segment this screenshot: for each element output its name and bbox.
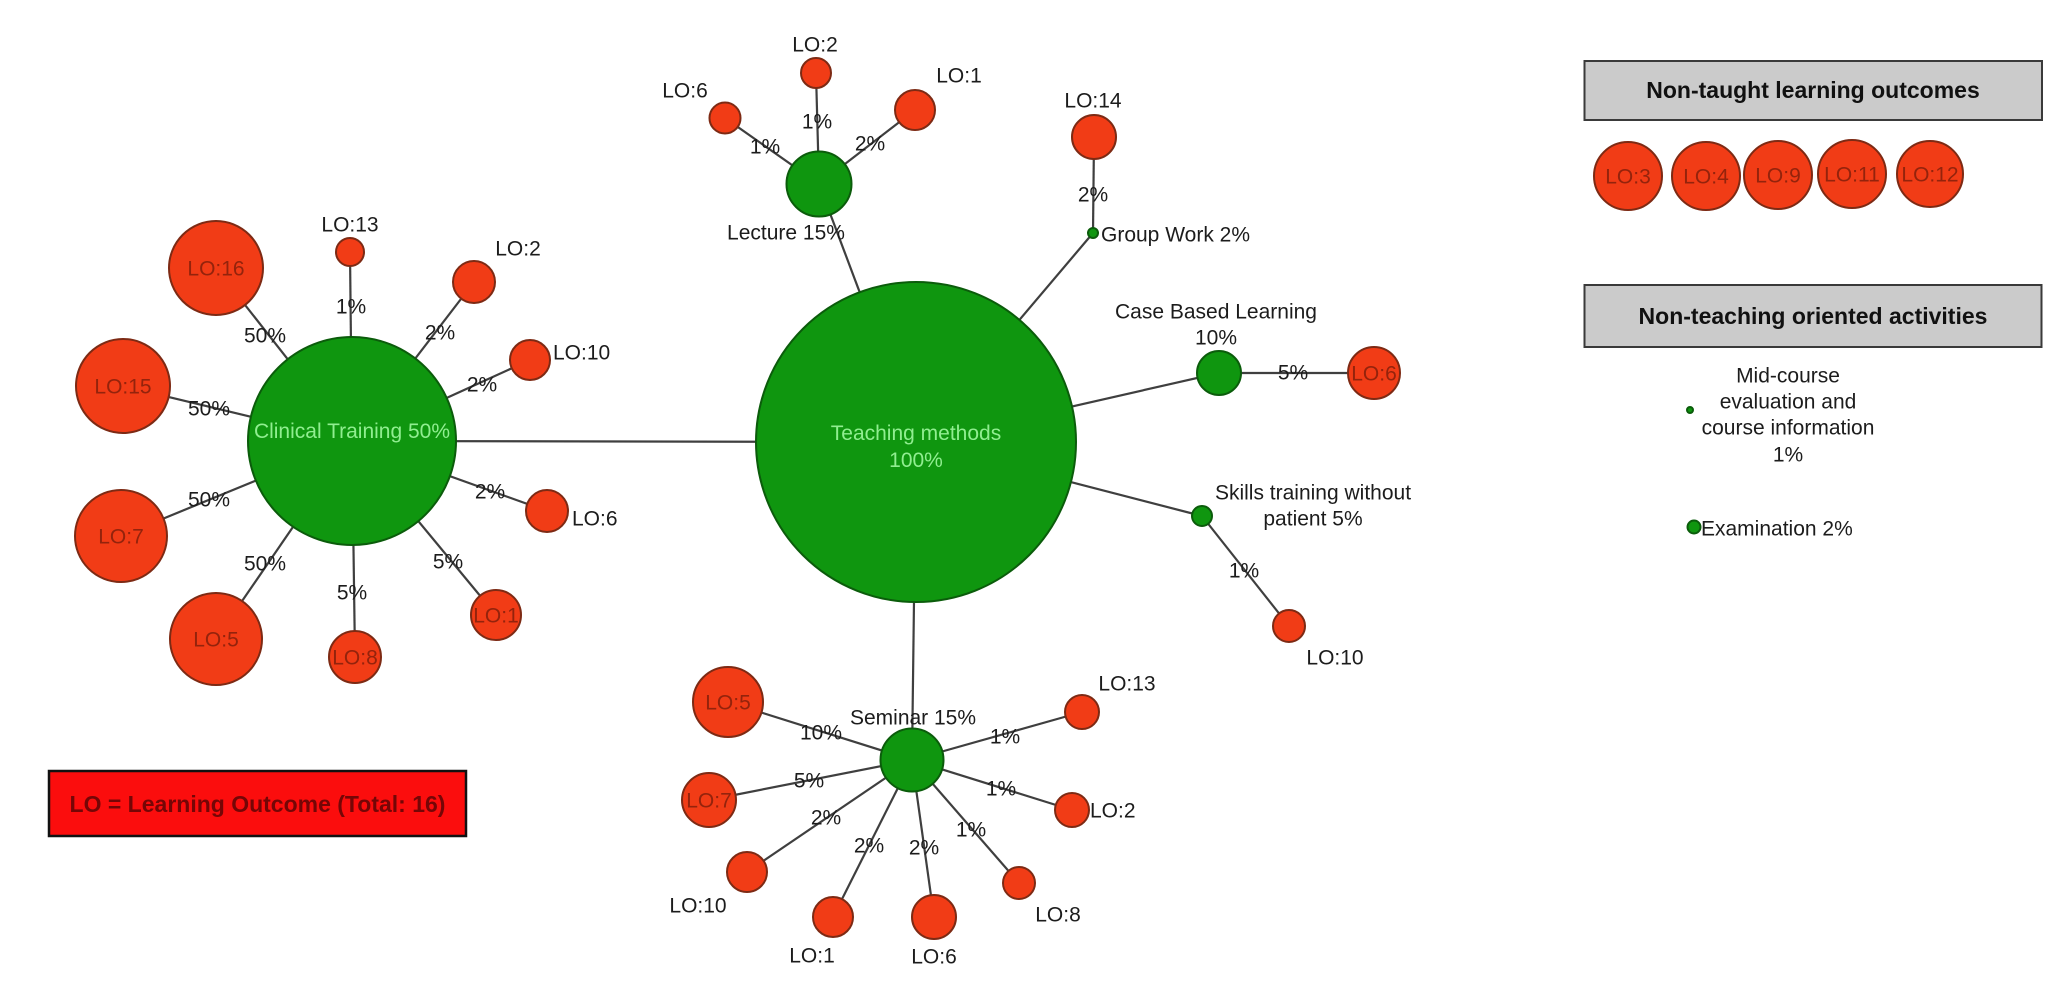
svg-text:LO:10: LO:10 (1306, 646, 1363, 669)
svg-text:LO:10: LO:10 (669, 894, 726, 917)
svg-text:LO:12: LO:12 (1901, 163, 1958, 186)
svg-text:LO:11: LO:11 (1824, 163, 1880, 186)
svg-text:evaluation and: evaluation and (1720, 390, 1857, 413)
svg-text:LO:8: LO:8 (332, 646, 378, 669)
svg-text:Non-teaching oriented activiti: Non-teaching oriented activities (1639, 303, 1988, 329)
svg-text:10%: 10% (1195, 326, 1237, 349)
svg-text:50%: 50% (244, 552, 286, 575)
svg-text:LO:6: LO:6 (572, 507, 618, 530)
svg-text:100%: 100% (889, 449, 943, 472)
svg-text:1%: 1% (802, 110, 832, 133)
svg-text:LO:10: LO:10 (553, 341, 610, 364)
svg-text:10%: 10% (800, 721, 842, 744)
svg-text:Seminar 15%: Seminar 15% (850, 706, 976, 729)
svg-text:1%: 1% (336, 295, 366, 318)
svg-text:Examination 2%: Examination 2% (1701, 517, 1853, 540)
svg-text:LO:9: LO:9 (1755, 164, 1801, 187)
svg-text:Lecture 15%: Lecture 15% (727, 221, 845, 244)
svg-text:LO:5: LO:5 (193, 628, 239, 651)
svg-text:LO:15: LO:15 (94, 375, 151, 398)
svg-text:5%: 5% (433, 550, 463, 573)
svg-text:LO:8: LO:8 (1035, 903, 1081, 926)
svg-text:Clinical Training 50%: Clinical Training 50% (254, 420, 450, 443)
svg-text:LO:1: LO:1 (936, 64, 982, 87)
svg-text:patient 5%: patient 5% (1263, 507, 1362, 530)
svg-text:2%: 2% (811, 806, 841, 829)
svg-text:Case Based Learning: Case Based Learning (1115, 300, 1317, 323)
svg-text:LO:6: LO:6 (662, 79, 708, 102)
svg-text:LO:4: LO:4 (1683, 165, 1729, 188)
svg-text:2%: 2% (909, 836, 939, 859)
svg-text:50%: 50% (244, 324, 286, 347)
svg-text:2%: 2% (467, 373, 497, 396)
svg-text:LO:2: LO:2 (495, 237, 541, 260)
svg-text:5%: 5% (1278, 361, 1308, 384)
svg-text:1%: 1% (990, 725, 1020, 748)
svg-text:LO:13: LO:13 (1098, 672, 1155, 695)
svg-text:LO:7: LO:7 (98, 525, 144, 548)
svg-text:LO:6: LO:6 (911, 945, 957, 968)
svg-text:Mid-course: Mid-course (1736, 364, 1840, 387)
svg-text:5%: 5% (794, 769, 824, 792)
svg-text:Skills training without: Skills training without (1215, 481, 1411, 504)
svg-text:LO:3: LO:3 (1605, 165, 1651, 188)
svg-text:LO:5: LO:5 (705, 691, 751, 714)
svg-text:LO:13: LO:13 (321, 213, 378, 236)
svg-text:Teaching methods: Teaching methods (831, 422, 1001, 445)
svg-text:50%: 50% (188, 488, 230, 511)
svg-text:LO:2: LO:2 (1090, 799, 1136, 822)
svg-text:5%: 5% (337, 581, 367, 604)
svg-text:LO:1: LO:1 (473, 604, 519, 627)
svg-text:Non-taught learning outcomes: Non-taught learning outcomes (1646, 77, 1980, 103)
svg-text:course information: course information (1702, 416, 1875, 439)
svg-text:1%: 1% (1773, 443, 1803, 466)
svg-text:LO:1: LO:1 (789, 944, 835, 967)
svg-text:Group Work 2%: Group Work 2% (1101, 223, 1250, 246)
svg-text:2%: 2% (854, 834, 884, 857)
svg-text:2%: 2% (855, 132, 885, 155)
svg-text:2%: 2% (1078, 183, 1108, 206)
svg-text:1%: 1% (956, 818, 986, 841)
svg-text:50%: 50% (188, 397, 230, 420)
svg-text:LO:16: LO:16 (187, 257, 244, 280)
svg-text:LO:6: LO:6 (1351, 362, 1397, 385)
svg-text:LO:7: LO:7 (686, 789, 732, 812)
svg-text:2%: 2% (475, 480, 505, 503)
svg-text:LO:2: LO:2 (792, 33, 838, 56)
svg-text:1%: 1% (1229, 559, 1259, 582)
svg-text:2%: 2% (425, 321, 455, 344)
svg-text:LO = Learning Outcome (Total:: LO = Learning Outcome (Total: 16) (70, 791, 446, 817)
svg-text:1%: 1% (750, 135, 780, 158)
svg-text:LO:14: LO:14 (1064, 89, 1122, 112)
svg-text:1%: 1% (986, 777, 1016, 800)
